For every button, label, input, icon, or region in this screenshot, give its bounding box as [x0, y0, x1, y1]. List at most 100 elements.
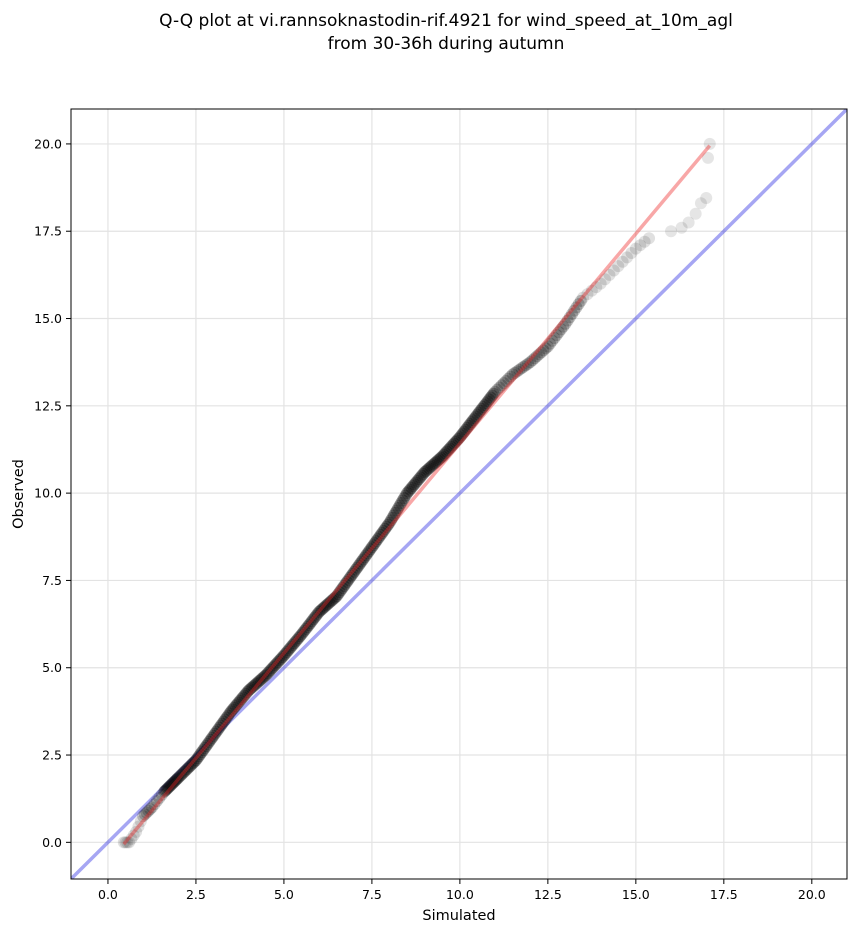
qq-point	[428, 457, 441, 470]
x-axis-label: Simulated	[422, 908, 495, 924]
qq-point	[694, 197, 707, 210]
qq-point	[304, 617, 317, 630]
qq-point	[513, 363, 526, 376]
qq-point	[453, 431, 466, 444]
qq-point	[574, 294, 587, 307]
qq-point	[132, 820, 145, 833]
qq-point	[449, 436, 462, 449]
x-tick-label: 17.5	[710, 887, 738, 902]
qq-point	[137, 810, 150, 823]
qq-point	[191, 752, 204, 765]
qq-point	[272, 655, 285, 668]
qq-point	[434, 451, 447, 464]
qq-point	[172, 771, 185, 784]
qq-point	[477, 400, 490, 413]
qq-point	[383, 516, 396, 529]
qq-point	[219, 713, 232, 726]
qq-point	[522, 357, 535, 370]
qq-point	[360, 549, 373, 562]
qq-point	[233, 694, 246, 707]
qq-point	[198, 742, 211, 755]
qq-point	[491, 383, 504, 396]
qq-point	[475, 402, 488, 415]
qq-point	[241, 686, 254, 699]
qq-point	[194, 748, 207, 761]
qq-point	[348, 565, 361, 578]
qq-point	[352, 559, 365, 572]
qq-point	[462, 419, 475, 432]
qq-point	[433, 453, 446, 466]
qq-point	[398, 492, 411, 505]
qq-point	[409, 476, 422, 489]
qq-point	[179, 764, 192, 777]
qq-point	[701, 151, 714, 164]
qq-point	[294, 630, 307, 643]
qq-point	[461, 421, 474, 434]
qq-point	[665, 225, 678, 238]
qq-point	[349, 563, 362, 576]
x-tick-label: 12.5	[534, 887, 562, 902]
qq-point	[357, 553, 370, 566]
qq-point	[160, 783, 173, 796]
qq-point	[448, 437, 461, 450]
qq-point	[481, 395, 494, 408]
qq-point	[379, 522, 392, 535]
x-tick-label: 10.0	[446, 887, 474, 902]
qq-point	[533, 348, 546, 361]
qq-point	[638, 235, 651, 248]
qq-point	[339, 577, 352, 590]
x-tick-label: 0.0	[98, 887, 118, 902]
qq-point	[336, 581, 349, 594]
qq-point	[417, 467, 430, 480]
qq-point	[361, 547, 374, 560]
qq-point	[121, 836, 134, 849]
qq-point	[621, 251, 634, 264]
qq-point	[515, 362, 528, 375]
y-axis-label: Observed	[11, 459, 27, 529]
qq-point	[625, 247, 638, 260]
qq-point	[484, 391, 497, 404]
qq-point	[465, 416, 478, 429]
plot-frame	[70, 108, 848, 880]
qq-point	[552, 326, 565, 339]
qq-point	[362, 545, 375, 558]
qq-point	[208, 727, 221, 740]
qq-point	[458, 425, 471, 438]
qq-point	[298, 624, 311, 637]
qq-point	[165, 778, 178, 791]
qq-point	[412, 473, 425, 486]
qq-point	[210, 725, 223, 738]
qq-point	[201, 737, 214, 750]
qq-point	[305, 615, 318, 628]
data-points	[117, 137, 716, 849]
qq-point	[634, 239, 647, 252]
qq-point	[497, 377, 510, 390]
qq-point	[506, 368, 519, 381]
qq-point	[308, 611, 321, 624]
qq-point	[546, 334, 559, 347]
qq-point	[229, 700, 242, 713]
qq-point	[228, 701, 241, 714]
qq-point	[392, 501, 405, 514]
qq-point	[332, 588, 345, 601]
qq-point	[377, 524, 390, 537]
x-tick-label: 7.5	[362, 887, 382, 902]
qq-point	[329, 591, 342, 604]
qq-point	[500, 374, 513, 387]
qq-point	[252, 675, 265, 688]
qq-point	[420, 464, 433, 477]
qq-point	[555, 323, 568, 336]
qq-point	[446, 439, 459, 452]
qq-point	[192, 750, 205, 763]
qq-point	[167, 776, 180, 789]
qq-point	[217, 715, 230, 728]
qq-point	[313, 605, 326, 618]
qq-point	[511, 365, 524, 378]
y-tick-label: 20.0	[34, 136, 62, 151]
qq-point	[301, 620, 314, 633]
qq-point	[682, 216, 695, 229]
qq-point	[440, 445, 453, 458]
qq-point	[269, 659, 282, 672]
qq-point	[171, 772, 184, 785]
qq-point	[474, 404, 487, 417]
